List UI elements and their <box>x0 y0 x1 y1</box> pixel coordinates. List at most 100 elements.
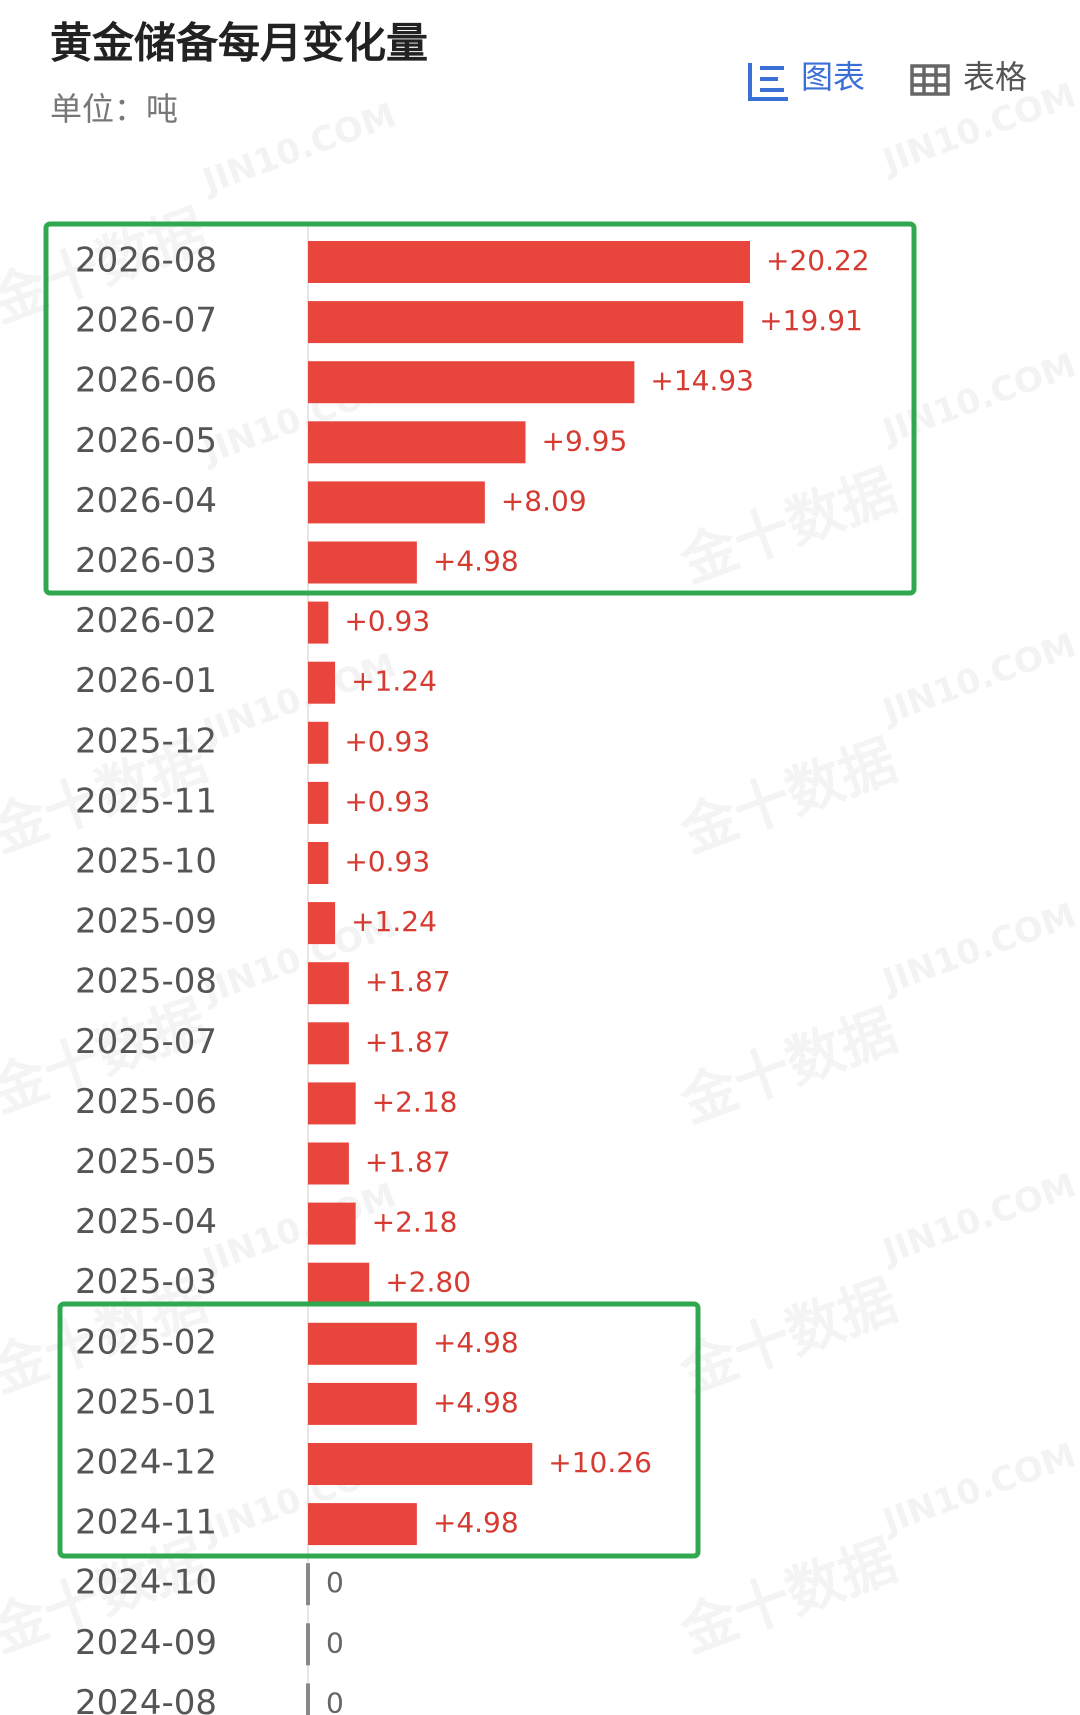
highlight-box <box>43 221 917 596</box>
table-icon <box>910 64 950 96</box>
value-label: +0.93 <box>344 725 430 758</box>
category-label: 2025-05 <box>75 1142 217 1182</box>
category-label: 2026-05 <box>75 421 217 461</box>
chart-tab[interactable]: 图表 <box>748 58 865 101</box>
category-label: 2025-02 <box>75 1322 217 1362</box>
category-label: 2026-02 <box>75 601 217 641</box>
bar <box>308 1262 370 1305</box>
bar <box>308 1022 349 1065</box>
value-label: 0 <box>326 1626 344 1659</box>
table-tab[interactable]: 表格 <box>910 58 1027 96</box>
bar <box>306 1623 310 1666</box>
category-label: 2024-12 <box>75 1443 217 1483</box>
value-label: +1.87 <box>365 1025 451 1058</box>
value-label: +19.91 <box>759 304 863 337</box>
tab-label[interactable]: 图表 <box>801 58 865 96</box>
bar <box>308 541 417 584</box>
value-label: +0.93 <box>344 605 430 638</box>
value-label: +8.09 <box>501 484 587 517</box>
watermark: 金十数据 <box>672 1268 906 1406</box>
category-label: 2026-07 <box>75 301 217 341</box>
value-label: +1.24 <box>351 905 437 938</box>
category-label: 2024-09 <box>75 1623 217 1663</box>
value-label: +9.95 <box>542 424 628 457</box>
bar <box>308 1503 417 1546</box>
category-label: 2025-03 <box>75 1262 217 1302</box>
category-label: 2026-03 <box>75 541 217 581</box>
value-label: +2.18 <box>372 1206 458 1239</box>
value-label: +4.98 <box>433 1326 519 1359</box>
watermark: JIN10.COM <box>876 1165 1080 1272</box>
category-label: 2025-06 <box>75 1082 217 1122</box>
watermark: JIN10.COM <box>876 345 1080 452</box>
watermark: JIN10.COM <box>196 95 401 202</box>
bar <box>308 842 329 884</box>
bar <box>308 1082 356 1125</box>
bar <box>306 1683 310 1715</box>
bar <box>306 1563 310 1606</box>
chart-subtitle: 单位：吨 <box>50 90 178 128</box>
value-label: +10.26 <box>548 1446 652 1479</box>
watermark: JIN10.COM <box>876 625 1080 732</box>
category-label: 2026-01 <box>75 661 217 701</box>
category-label: 2024-10 <box>75 1563 217 1603</box>
category-label: 2024-08 <box>75 1683 217 1715</box>
chart-title: 黄金储备每月变化量 <box>50 19 428 68</box>
category-label: 2024-11 <box>75 1503 217 1543</box>
value-label: 0 <box>326 1686 344 1715</box>
chart-icon <box>748 63 788 101</box>
value-label: +1.87 <box>365 965 451 998</box>
bar <box>308 902 336 945</box>
tab-label[interactable]: 表格 <box>963 58 1027 96</box>
category-label: 2025-09 <box>75 902 217 942</box>
watermark: JIN10.COM <box>876 895 1080 1002</box>
bar <box>308 601 329 644</box>
bar <box>308 241 750 283</box>
category-label: 2025-11 <box>75 781 217 821</box>
category-label: 2025-04 <box>75 1202 217 1242</box>
highlight-box <box>57 1301 701 1559</box>
bar <box>308 1382 417 1425</box>
category-label: 2025-08 <box>75 962 217 1002</box>
bar <box>308 1443 533 1485</box>
value-label: +4.98 <box>433 1386 519 1419</box>
value-label: +4.98 <box>433 1506 519 1539</box>
value-label: +20.22 <box>766 244 870 277</box>
watermark: 金十数据 <box>672 458 906 596</box>
bar <box>308 962 349 1005</box>
watermark: 金十数据 <box>672 728 906 866</box>
bar <box>308 721 329 764</box>
value-label: +4.98 <box>433 545 519 578</box>
category-label: 2025-10 <box>75 842 217 882</box>
value-label: +2.80 <box>385 1266 471 1299</box>
bar <box>308 361 635 404</box>
category-label: 2025-12 <box>75 721 217 761</box>
bar <box>308 421 526 464</box>
category-label: 2025-01 <box>75 1382 217 1422</box>
category-label: 2026-04 <box>75 481 217 521</box>
bar <box>308 1322 417 1365</box>
watermark: JIN10.COM <box>876 1435 1080 1542</box>
bar <box>308 1142 349 1185</box>
bar <box>308 301 744 344</box>
value-label: +1.87 <box>365 1146 451 1179</box>
value-label: +2.18 <box>372 1085 458 1118</box>
watermark: 金十数据 <box>672 1528 906 1666</box>
bar <box>308 781 329 824</box>
bar <box>308 661 336 704</box>
watermark: 金十数据 <box>672 998 906 1136</box>
value-label: +14.93 <box>650 364 754 397</box>
value-label: +0.93 <box>344 845 430 878</box>
category-label: 2025-07 <box>75 1022 217 1062</box>
bar <box>308 1202 356 1245</box>
bar <box>308 481 485 524</box>
category-label: 2026-06 <box>75 361 217 401</box>
plot: 2026-08 +20.22 2026-07 +19.91 2026-06 +14.93 2… <box>75 241 870 1715</box>
value-label: 0 <box>326 1566 344 1599</box>
value-label: +1.24 <box>351 665 437 698</box>
category-label: 2026-08 <box>75 241 217 281</box>
watermark: JIN10.COM <box>196 1175 401 1282</box>
value-label: +0.93 <box>344 785 430 818</box>
